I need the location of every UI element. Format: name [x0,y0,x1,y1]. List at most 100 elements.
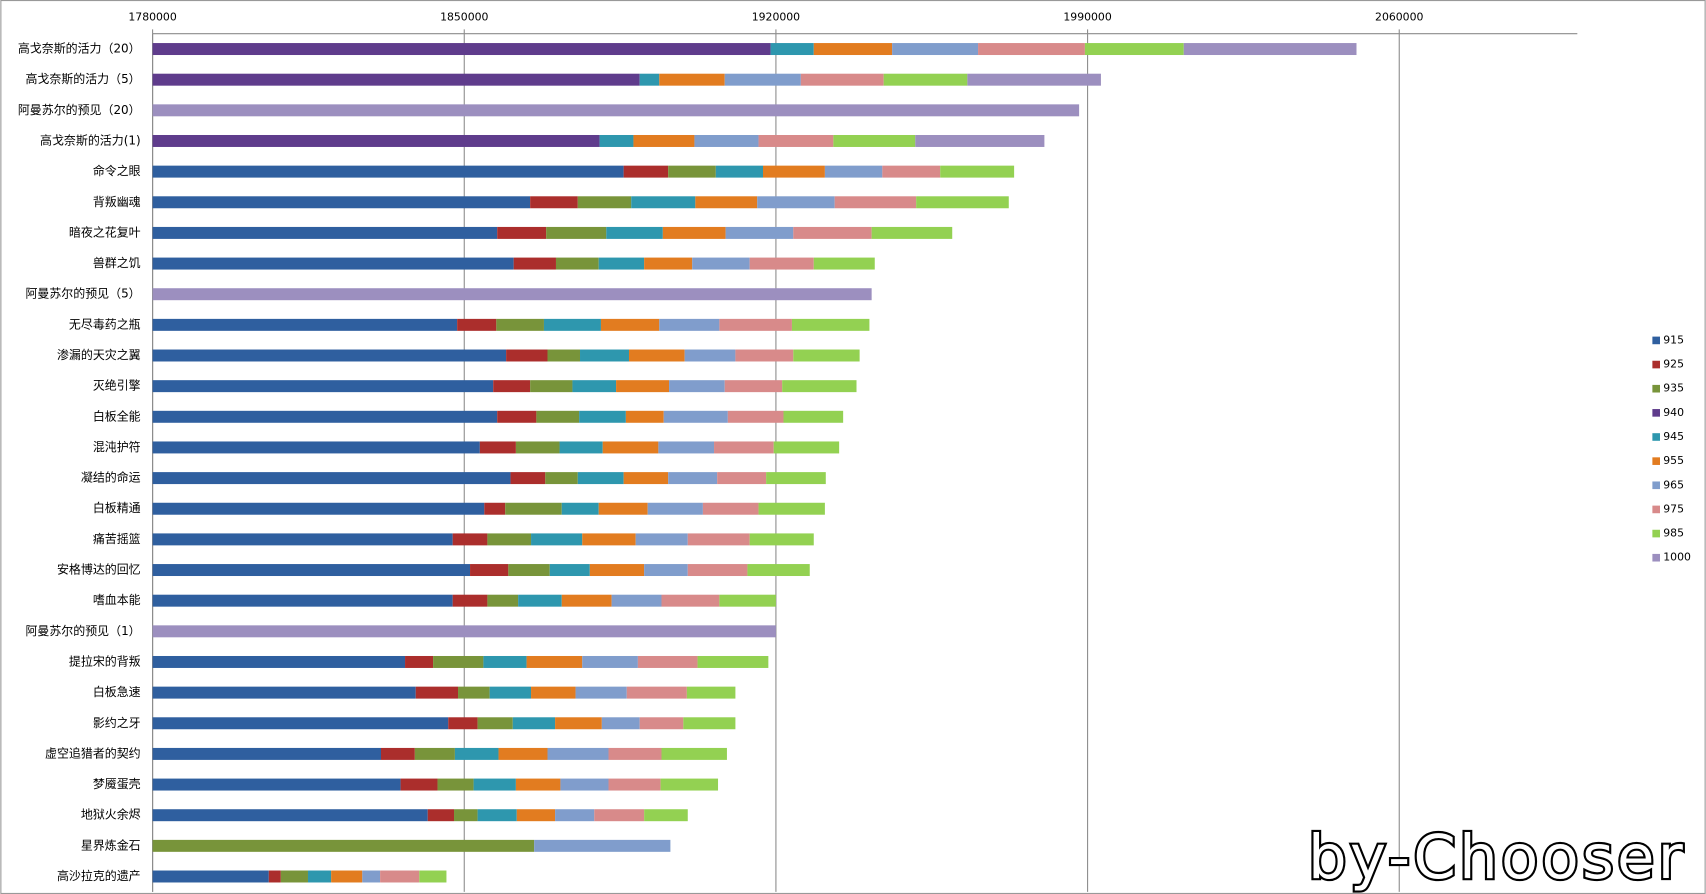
bar-segment [555,717,602,730]
y-tick-label: 高戈奈斯的活力（20） [18,41,141,56]
bar-segment [415,686,459,699]
bar-segment [152,717,449,730]
bar-segment [915,134,1045,147]
bar-segment [601,717,640,730]
bar-segment [717,472,767,485]
legend-swatch [1652,505,1660,514]
bar-segment [598,502,648,515]
bar-segment [600,318,660,331]
bar-segment [608,747,662,760]
legend-swatch [1652,384,1660,393]
bar-segment [702,502,759,515]
bar-segment [598,257,645,270]
bar-segment [452,594,488,607]
bar-segment [506,349,548,362]
y-tick-label: 暗夜之花复叶 [69,224,141,239]
bar-segment [719,318,792,331]
bar-segment [152,502,485,515]
bar-segment [530,196,578,209]
bar-segment [152,686,416,699]
y-tick-label: 地狱火余烬 [81,807,141,822]
bar-segment [152,349,507,362]
bar-segment [623,472,669,485]
bar-segment [967,73,1101,86]
bar-segment [800,73,884,86]
bar-segment [437,778,474,791]
y-tick-label: 白板全能 [93,408,141,423]
bar-segment [152,655,406,668]
bar-segment [152,747,381,760]
bar-segment [758,502,825,515]
bar-segment [572,380,617,393]
y-tick-label: 凝结的命运 [81,470,141,485]
bar-segment [547,747,609,760]
y-tick-label: 白板精通 [93,500,141,515]
y-tick-label: 影约之牙 [93,715,141,730]
bar-segment [668,472,718,485]
bar-segment [582,533,636,546]
bar-segment [498,747,548,760]
bar-segment [549,564,590,577]
bar-segment [626,686,687,699]
bar-segment [644,257,693,270]
bar-segment [268,870,281,883]
bar-segment [560,778,609,791]
bar-segment [589,564,645,577]
bar-segment [505,502,562,515]
bar-segment [152,288,872,301]
bar-segment [489,686,532,699]
watermark: by-Chooser [1308,822,1686,893]
legend-swatch [1652,409,1660,417]
bar-segment [883,73,968,86]
legend-label: 935 [1663,382,1684,395]
y-tick-label: 阿曼苏尔的预见（20） [18,102,141,117]
bar-segment [152,226,498,239]
legend-swatch [1652,481,1660,490]
bar-segment [687,564,748,577]
bar-segment [579,410,626,423]
y-tick-label: 高戈奈斯的活力（5） [25,71,140,86]
bar-segment [433,655,484,668]
legend-swatch [1652,433,1660,441]
bar-segment [380,747,415,760]
y-tick-label: 嗜血本能 [93,593,141,607]
bar-segment [882,165,941,178]
legend-swatch [1652,336,1660,345]
bar-segment [280,870,308,883]
bar-segment [414,747,455,760]
bar-segment [763,165,825,178]
bar-segment [978,43,1085,56]
bar-segment [644,564,688,577]
bar-segment [493,380,531,393]
bar-segment [479,441,516,454]
bar-segment [719,594,776,607]
bar-segment [599,134,634,147]
bar-segment [152,43,771,56]
bar-segment [473,778,516,791]
legend-label: 1000 [1663,551,1691,564]
y-tick-label: 阿曼苏尔的预见（1） [25,623,140,638]
bar-segment [152,778,401,791]
bar-segment [577,196,632,209]
bar-segment [782,380,857,393]
bar-segment [152,870,269,883]
bar-segment [561,502,599,515]
bar-segment [518,594,562,607]
y-tick-label: 白板急速 [93,684,141,699]
bar-segment [580,349,629,362]
bar-segment [152,472,511,485]
bar-segment [813,257,875,270]
bar-segment [628,349,685,362]
bar-segment [152,73,640,86]
bar-segment [725,226,794,239]
bar-segment [152,104,1080,117]
bar-segment [561,594,612,607]
y-tick-label: 痛苦摇篮 [93,531,141,546]
bar-segment [516,809,556,822]
bar-segment [152,380,494,393]
y-tick-label: 兽群之饥 [93,256,141,270]
bar-segment [757,196,835,209]
bar-segment [487,594,519,607]
legend-label: 965 [1663,478,1684,491]
bar-segment [510,472,546,485]
